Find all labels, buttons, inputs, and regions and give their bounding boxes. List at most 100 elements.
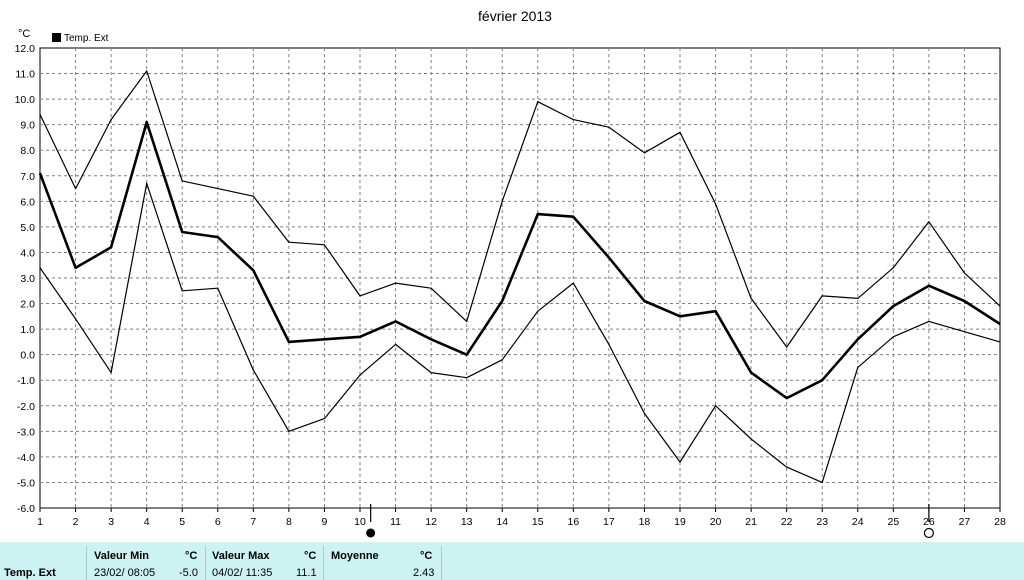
data-point-mean	[430, 338, 432, 340]
y-tick-label: 6.0	[20, 196, 35, 208]
data-point-mean	[501, 300, 503, 302]
summary-row-label: Temp. Ext	[4, 567, 56, 579]
data-point-max	[608, 126, 610, 128]
y-tick-label: 7.0	[20, 171, 35, 183]
data-point-min	[110, 371, 112, 374]
data-point-min	[430, 371, 432, 374]
x-tick-label: 1	[37, 516, 43, 528]
data-point-min	[714, 405, 717, 407]
avg-value: 2.43	[413, 567, 435, 579]
min-unit: °C	[185, 550, 198, 562]
y-tick-label: 5.0	[20, 222, 35, 234]
full-moon-icon	[366, 528, 376, 538]
data-point-mean	[466, 354, 468, 356]
data-point-mean	[963, 300, 966, 302]
y-tick-label: 11.0	[15, 69, 35, 81]
y-tick-label: 2.0	[20, 299, 35, 311]
x-tick-label: 15	[532, 516, 544, 528]
y-tick-label: -3.0	[17, 426, 35, 438]
y-tick-label: -1.0	[17, 375, 35, 387]
data-point-mean	[821, 379, 823, 381]
data-point-min	[643, 412, 646, 415]
data-point-mean	[643, 300, 646, 302]
y-tick-label: 3.0	[20, 273, 35, 285]
data-point-mean	[892, 305, 894, 307]
data-point-max	[110, 118, 112, 121]
data-point-mean	[110, 246, 112, 248]
data-point-max	[359, 295, 361, 297]
data-point-min	[288, 430, 290, 432]
y-tick-label: -4.0	[17, 452, 35, 464]
x-tick-label: 20	[710, 516, 722, 528]
axis-ticks: 12.0 11.0 10.0 9.0 8.0 7.0 6.0 5.0 4.0 3.0 2.0 1.0 0…	[15, 43, 1006, 528]
data-point-max	[323, 244, 326, 246]
data-point-min	[928, 320, 930, 323]
x-tick-label: 10	[354, 516, 366, 528]
data-point-max	[786, 346, 788, 348]
x-tick-label: 27	[959, 516, 971, 528]
data-point-min	[146, 182, 148, 185]
data-point-max	[39, 113, 41, 116]
data-point-max	[999, 305, 1001, 307]
data-point-mean	[181, 231, 183, 233]
legend-label: Temp. Ext	[64, 33, 109, 44]
x-tick-label: 12	[425, 516, 437, 528]
data-point-min	[679, 461, 681, 463]
moon-phase-markers	[366, 504, 934, 539]
data-point-max	[892, 267, 894, 269]
data-point-mean	[217, 236, 219, 238]
data-point-min	[608, 343, 610, 346]
x-tick-label: 13	[461, 516, 473, 528]
data-point-mean	[537, 213, 539, 215]
grid-lines	[40, 48, 1000, 508]
y-tick-label: -2.0	[17, 401, 35, 413]
data-point-mean	[323, 338, 326, 340]
data-point-max	[74, 187, 77, 190]
data-point-max	[857, 297, 859, 300]
x-tick-label: 6	[215, 516, 221, 528]
max-value: 11.1	[296, 567, 317, 579]
data-point-max	[963, 272, 966, 274]
data-point-min	[892, 336, 894, 338]
data-point-min	[39, 267, 41, 269]
min-value: -5.0	[179, 567, 198, 579]
y-tick-label: -6.0	[17, 503, 35, 515]
data-point-min	[501, 359, 503, 361]
data-point-min	[537, 310, 539, 312]
data-point-max	[750, 297, 752, 300]
data-point-min	[999, 341, 1001, 343]
min-header: Valeur Min	[94, 550, 150, 562]
legend-swatch	[52, 33, 61, 42]
y-tick-label: 4.0	[20, 247, 35, 259]
series-line-max	[39, 70, 1001, 348]
data-point-max	[430, 287, 432, 289]
data-point-max	[821, 295, 823, 297]
x-tick-label: 28	[994, 516, 1006, 528]
max-header: Valeur Max	[212, 550, 270, 562]
new-moon-icon	[923, 527, 934, 539]
x-tick-label: 21	[745, 516, 757, 528]
data-point-max	[466, 320, 468, 323]
x-tick-label: 3	[108, 516, 114, 528]
data-point-min	[750, 438, 752, 440]
summary-bar: Temp. Ext Valeur Min °C 23/02/ 08:05 -5.…	[0, 542, 1024, 580]
x-tick-label: 24	[852, 516, 864, 528]
data-point-mean	[288, 341, 290, 343]
temperature-chart: février 2013 °C Temp. Ext 12.011.010.09.…	[15, 8, 1006, 539]
data-point-mean	[786, 397, 788, 399]
y-tick-label: 1.0	[20, 324, 35, 336]
x-tick-label: 9	[322, 516, 328, 528]
data-point-min	[394, 343, 397, 346]
data-point-min	[323, 417, 326, 420]
x-tick-label: 19	[674, 516, 686, 528]
x-tick-label: 4	[144, 516, 150, 528]
x-tick-label: 23	[816, 516, 828, 528]
data-point-min	[963, 331, 966, 333]
data-point-max	[537, 101, 539, 103]
data-point-max	[252, 195, 254, 197]
data-point-mean	[999, 323, 1001, 325]
y-tick-label: 0.0	[20, 350, 35, 362]
data-point-max	[217, 187, 219, 190]
x-tick-label: 11	[390, 516, 401, 528]
data-point-max	[394, 282, 397, 284]
